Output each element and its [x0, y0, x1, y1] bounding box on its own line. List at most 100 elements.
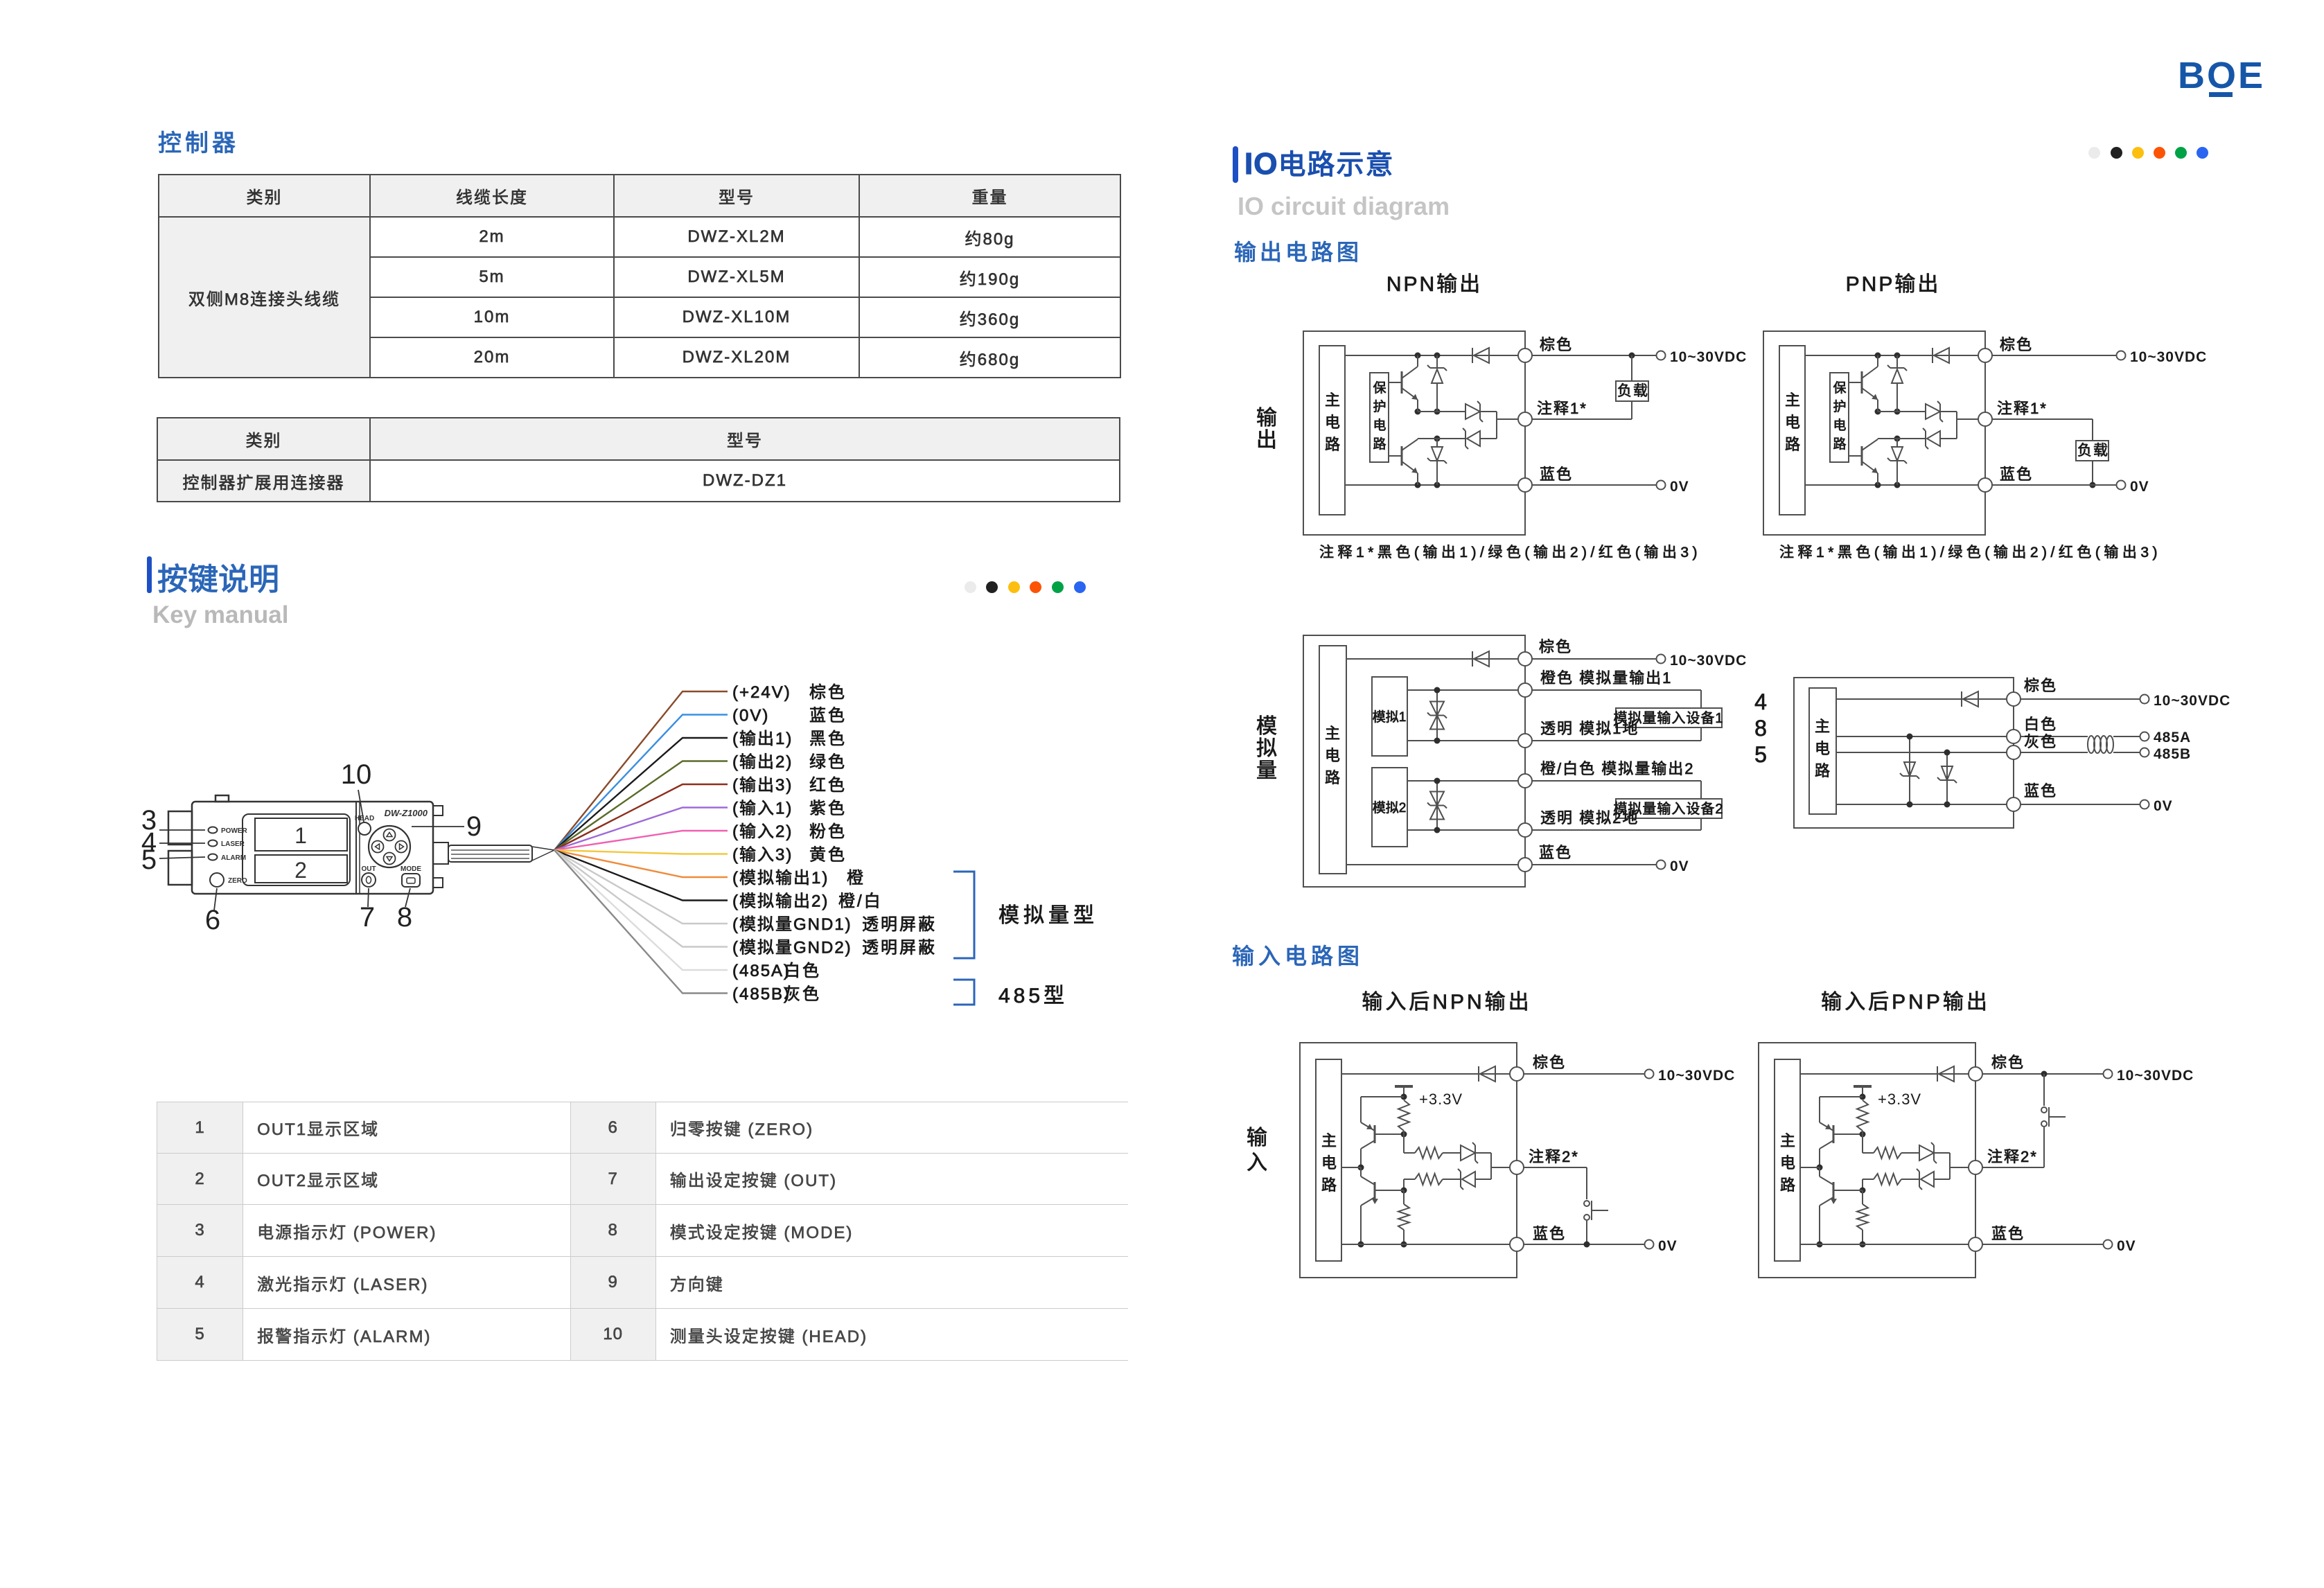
svg-text:模拟量输入设备1: 模拟量输入设备1	[1613, 710, 1723, 726]
svg-text:(输出3): (输出3)	[732, 776, 793, 795]
svg-text:5: 5	[141, 845, 157, 875]
svg-text:(输入2): (输入2)	[732, 822, 793, 841]
svg-text:橙: 橙	[847, 869, 865, 888]
svg-text:路: 路	[1321, 1176, 1337, 1194]
svg-text:+3.3V: +3.3V	[1878, 1091, 1921, 1108]
svg-text:NPN输出: NPN输出	[1387, 273, 1482, 296]
svg-text:(模拟量GND2): (模拟量GND2)	[732, 939, 852, 958]
svg-text:模: 模	[1256, 715, 1277, 738]
svg-text:注释2*: 注释2*	[1529, 1148, 1579, 1165]
svg-text:电: 电	[1780, 1154, 1795, 1172]
svg-text:模拟1: 模拟1	[1373, 709, 1407, 725]
svg-text:红色: 红色	[809, 776, 847, 795]
svg-text:电: 电	[1325, 747, 1340, 764]
svg-text:DW-Z1000: DW-Z1000	[385, 808, 428, 818]
svg-text:蓝色: 蓝色	[1533, 1225, 1566, 1242]
svg-text:10~30VDC: 10~30VDC	[1670, 349, 1747, 365]
svg-text:电: 电	[1815, 740, 1830, 757]
svg-text:蓝色: 蓝色	[809, 707, 847, 725]
svg-text:电: 电	[1321, 1154, 1337, 1172]
svg-text:(485B): (485B)	[732, 985, 791, 1004]
svg-text:负载: 负载	[2077, 443, 2109, 459]
svg-text:蓝色: 蓝色	[1991, 1225, 2025, 1242]
svg-text:护: 护	[1373, 399, 1386, 414]
svg-text:8: 8	[1754, 716, 1767, 741]
svg-text:棕色: 棕色	[809, 683, 847, 702]
svg-text:模拟2: 模拟2	[1373, 800, 1407, 815]
svg-text:+3.3V: +3.3V	[1419, 1091, 1463, 1108]
svg-text:0V: 0V	[1670, 858, 1689, 874]
svg-text:输: 输	[1247, 1127, 1267, 1149]
svg-text:4: 4	[141, 827, 157, 858]
svg-text:透明 模拟2地: 透明 模拟2地	[1540, 809, 1639, 827]
svg-text:路: 路	[1325, 436, 1340, 453]
svg-text:棕色: 棕色	[1540, 336, 1573, 353]
svg-text:3: 3	[141, 805, 157, 836]
svg-text:0V: 0V	[1670, 479, 1689, 495]
svg-text:(输出2): (输出2)	[732, 753, 793, 772]
svg-text:橙色 模拟量输出1: 橙色 模拟量输出1	[1540, 669, 1672, 687]
svg-text:电: 电	[1325, 414, 1340, 431]
svg-text:485A: 485A	[2154, 730, 2191, 746]
svg-text:ALARM: ALARM	[221, 854, 246, 862]
svg-text:0V: 0V	[2130, 479, 2149, 495]
svg-text:(模拟输出2): (模拟输出2)	[732, 892, 829, 911]
svg-text:黄色: 黄色	[809, 846, 847, 865]
svg-text:绿色: 绿色	[809, 753, 847, 772]
svg-text:电: 电	[1785, 414, 1800, 431]
svg-text:ZERO: ZERO	[228, 877, 247, 885]
svg-text:主: 主	[1325, 391, 1340, 409]
svg-text:注释1*: 注释1*	[1997, 400, 2048, 417]
svg-text:蓝色: 蓝色	[2024, 782, 2057, 800]
svg-text:保: 保	[1373, 380, 1386, 396]
svg-text:灰色: 灰色	[2024, 733, 2057, 750]
svg-text:棕色: 棕色	[2000, 336, 2033, 353]
svg-text:路: 路	[1785, 436, 1800, 453]
svg-text:拟: 拟	[1256, 737, 1277, 760]
svg-text:主: 主	[1325, 725, 1340, 742]
svg-text:输入后NPN输出: 输入后NPN输出	[1362, 991, 1531, 1014]
svg-text:棕色: 棕色	[1991, 1054, 2025, 1071]
svg-text:6: 6	[205, 905, 220, 935]
svg-text:LASER: LASER	[221, 840, 245, 848]
svg-text:路: 路	[1815, 762, 1830, 779]
svg-text:2: 2	[294, 858, 307, 883]
svg-text:护: 护	[1833, 399, 1846, 414]
svg-text:9: 9	[466, 811, 482, 842]
svg-text:电: 电	[1373, 418, 1386, 433]
svg-text:注释1*黑色(输出1)/绿色(输出2)/红色(输出3): 注释1*黑色(输出1)/绿色(输出2)/红色(输出3)	[1319, 545, 1701, 561]
svg-text:蓝色: 蓝色	[1540, 466, 1573, 483]
svg-text:紫色: 紫色	[809, 800, 847, 818]
svg-text:透明屏蔽: 透明屏蔽	[862, 915, 937, 934]
svg-text:入: 入	[1247, 1152, 1267, 1174]
svg-text:棕色: 棕色	[1533, 1054, 1566, 1071]
svg-text:OUT: OUT	[361, 865, 376, 873]
svg-text:模拟量型: 模拟量型	[998, 904, 1098, 927]
svg-text:主: 主	[1815, 718, 1830, 735]
svg-text:路: 路	[1325, 769, 1340, 786]
svg-text:输入后PNP输出: 输入后PNP输出	[1821, 991, 1990, 1014]
svg-text:电: 电	[1833, 418, 1846, 433]
svg-text:出: 出	[1256, 429, 1277, 452]
svg-text:(0V): (0V)	[732, 707, 769, 725]
svg-text:8: 8	[397, 902, 412, 933]
svg-text:0V: 0V	[2117, 1238, 2136, 1254]
svg-text:量: 量	[1256, 759, 1277, 782]
svg-text:10~30VDC: 10~30VDC	[2117, 1068, 2194, 1084]
svg-text:白色: 白色	[2024, 716, 2057, 733]
svg-text:(输入3): (输入3)	[732, 846, 793, 865]
svg-text:主: 主	[1321, 1132, 1337, 1149]
svg-text:HEAD: HEAD	[355, 815, 374, 822]
svg-text:路: 路	[1780, 1176, 1795, 1194]
svg-text:5: 5	[1754, 742, 1767, 767]
svg-text:蓝色: 蓝色	[1539, 844, 1572, 861]
svg-text:10~30VDC: 10~30VDC	[2154, 693, 2230, 709]
svg-text:橙/白色 模拟量输出2: 橙/白色 模拟量输出2	[1540, 760, 1694, 777]
svg-text:4: 4	[1754, 689, 1767, 714]
svg-text:10~30VDC: 10~30VDC	[2130, 349, 2207, 365]
svg-text:主: 主	[1780, 1132, 1795, 1149]
svg-text:注释2*: 注释2*	[1987, 1148, 2038, 1165]
svg-text:黑色: 黑色	[809, 730, 847, 748]
svg-text:保: 保	[1833, 380, 1846, 396]
svg-text:灰色: 灰色	[784, 985, 821, 1004]
